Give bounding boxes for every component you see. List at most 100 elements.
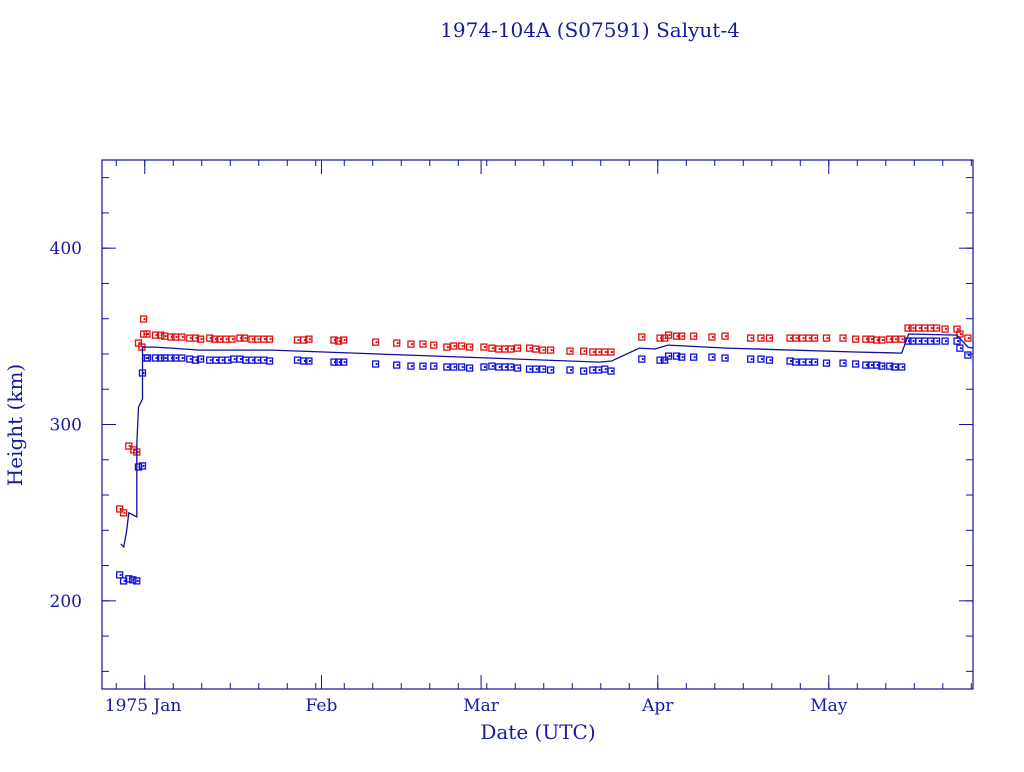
apogee-point [300, 336, 308, 344]
perigee-point-dot [876, 364, 879, 367]
apogee-point-box [532, 345, 540, 353]
perigee-point-dot [227, 359, 230, 362]
perigee-point [678, 353, 686, 361]
perigee-point-dot [119, 573, 122, 576]
apogee-point-dot [143, 318, 146, 321]
apogee-point-dot [147, 333, 150, 336]
apogee-point-box [822, 334, 831, 342]
perigee-point [708, 353, 716, 361]
apogee-point-dot [790, 337, 793, 340]
apogee-point [810, 334, 819, 342]
perigee-point [792, 358, 800, 366]
perigee-point-box [932, 337, 941, 345]
apogee-point-dot [491, 347, 494, 350]
apogee-point-dot [505, 348, 508, 351]
apogee-point-dot [517, 347, 520, 350]
apogee-point [419, 340, 427, 348]
apogee-point-dot [542, 349, 545, 352]
perigee-point-box [138, 462, 147, 470]
perigee-point-dot [446, 366, 449, 369]
perigee-point-dot [769, 359, 772, 362]
perigee-point [133, 577, 141, 585]
perigee-point [305, 357, 313, 365]
perigee-point-dot [881, 365, 884, 368]
perigee-point-dot [542, 368, 545, 371]
perigee-point-dot [598, 369, 601, 372]
apogee-point [822, 334, 831, 342]
apogee-point [458, 342, 466, 350]
apogee-point [607, 348, 615, 356]
apogee-point-box [125, 442, 133, 450]
apogee-point-dot [583, 350, 586, 353]
apogee-point-box [430, 341, 438, 349]
apogee-point-dot [894, 338, 897, 341]
apogee-point [265, 335, 274, 343]
perigee-point [466, 364, 474, 372]
apogee-point-dot [826, 337, 829, 340]
apogee-point-dot [343, 339, 346, 342]
apogee-point [495, 345, 503, 353]
perigee-point [143, 354, 152, 362]
apogee-point [228, 335, 236, 343]
perigee-point-dot [145, 357, 148, 360]
perigee-point [206, 356, 214, 364]
perigee-point-dot [505, 366, 508, 369]
perigee-point-dot [802, 361, 805, 364]
perigee-point-dot [583, 370, 586, 373]
apogee-point [143, 330, 151, 338]
apogee-point-box [839, 334, 847, 342]
perigee-point-box [340, 358, 348, 366]
apogee-point-dot [128, 445, 131, 448]
perigee-point [941, 337, 949, 345]
apogee-point-box [191, 334, 200, 342]
perigee-point-dot [855, 363, 858, 366]
apogee-point-dot [876, 339, 879, 342]
apogee-point-dot [231, 338, 234, 341]
apogee-point [765, 334, 774, 342]
perigee-point-dot [297, 359, 300, 362]
apogee-point-dot [469, 346, 472, 349]
apogee-point-dot [668, 334, 671, 337]
apogee-point [178, 333, 186, 341]
perigee-point-dot [711, 356, 714, 359]
perigee-point [393, 361, 401, 369]
perigee-point-box [458, 363, 466, 371]
perigee-point-dot [517, 367, 520, 370]
perigee-point-dot [957, 340, 960, 343]
perigee-point-dot [901, 366, 904, 369]
perigee-point [721, 354, 729, 362]
perigee-point [293, 356, 302, 364]
perigee-point-box [480, 363, 488, 371]
apogee-point [211, 335, 219, 343]
perigee-point-dot [967, 354, 970, 357]
perigee-point-dot [375, 363, 378, 366]
perigee-point-dot [155, 357, 158, 360]
perigee-point-box [862, 361, 870, 369]
apogee-point-dot [175, 336, 178, 339]
perigee-point-box [450, 363, 458, 371]
apogee-point-dot [592, 351, 595, 354]
perigee-point [120, 577, 128, 585]
apogee-point-dot [303, 339, 306, 342]
apogee-point [580, 347, 588, 355]
apogee-point-dot [569, 350, 572, 353]
apogee-point-box [167, 333, 175, 341]
apogee-point [690, 332, 698, 340]
perigee-point-dot [641, 358, 644, 361]
perigee-point-dot [469, 367, 472, 370]
perigee-point-box [134, 463, 143, 471]
apogee-point [443, 343, 451, 351]
perigee-point-dot [123, 579, 126, 582]
apogee-point [566, 347, 574, 355]
axes: 200 300 400 1975 Jan Feb Mar Apr May [50, 159, 974, 716]
perigee-point-dot [245, 359, 248, 362]
perigee-point-box [133, 577, 141, 585]
perigee-point [886, 362, 894, 370]
perigee-point-box [566, 366, 574, 374]
perigee-point-dot [209, 359, 212, 362]
perigee-point [664, 352, 673, 360]
apogee-point-dot [510, 348, 513, 351]
perigee-point-dot [843, 362, 846, 365]
perigee-point-dot [136, 579, 139, 582]
perigee-point-dot [410, 365, 413, 368]
